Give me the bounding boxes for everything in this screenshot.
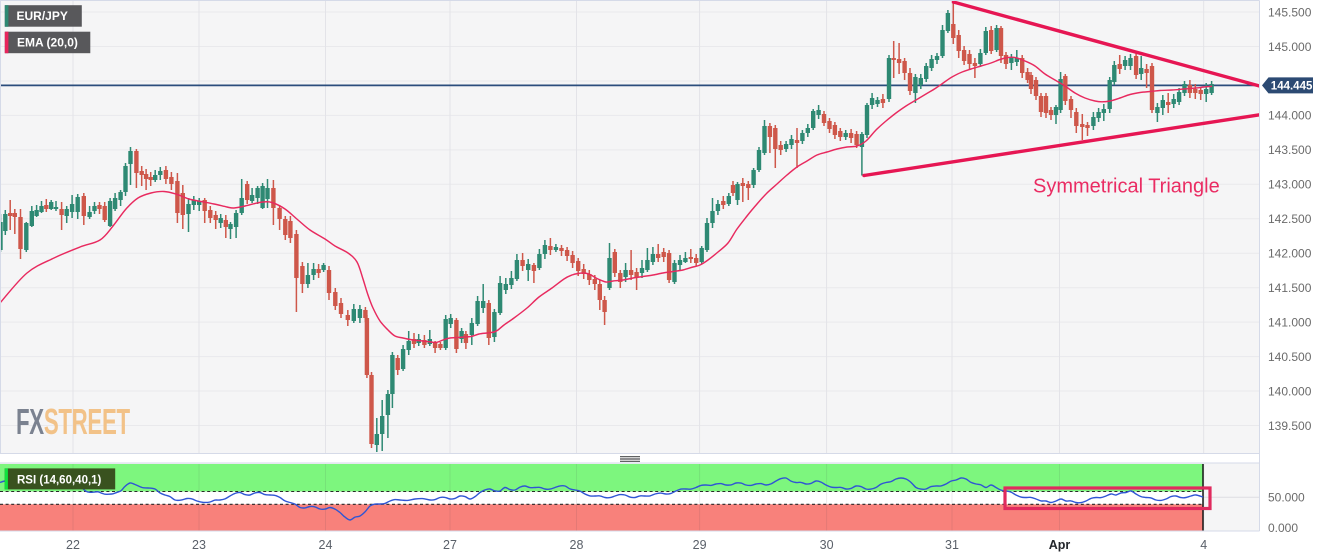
svg-text:145.500: 145.500 — [1268, 5, 1312, 19]
svg-text:0.000: 0.000 — [1268, 521, 1298, 535]
svg-text:RSI (14,60,40,1): RSI (14,60,40,1) — [17, 475, 102, 487]
svg-text:EUR/JPY: EUR/JPY — [17, 9, 68, 23]
svg-text:4: 4 — [1200, 538, 1207, 552]
svg-text:142.000: 142.000 — [1268, 247, 1312, 261]
svg-text:142.500: 142.500 — [1268, 212, 1312, 226]
svg-text:30: 30 — [820, 538, 834, 552]
svg-text:140.000: 140.000 — [1268, 384, 1312, 398]
svg-text:50.000: 50.000 — [1268, 490, 1305, 504]
svg-text:143.500: 143.500 — [1268, 143, 1312, 157]
svg-text:29: 29 — [693, 538, 707, 552]
svg-text:139.500: 139.500 — [1268, 419, 1312, 433]
svg-text:FXSTREET: FXSTREET — [16, 403, 131, 443]
svg-text:Apr: Apr — [1049, 538, 1071, 552]
svg-text:143.000: 143.000 — [1268, 178, 1312, 192]
svg-text:144.445: 144.445 — [1271, 81, 1313, 93]
svg-text:28: 28 — [570, 538, 584, 552]
svg-text:24: 24 — [319, 538, 333, 552]
svg-text:141.000: 141.000 — [1268, 315, 1312, 329]
svg-text:140.500: 140.500 — [1268, 350, 1312, 364]
svg-text:22: 22 — [66, 538, 80, 552]
svg-text:144.000: 144.000 — [1268, 109, 1312, 123]
svg-text:EMA (20,0): EMA (20,0) — [17, 36, 78, 50]
svg-text:31: 31 — [945, 538, 959, 552]
svg-text:145.000: 145.000 — [1268, 40, 1312, 54]
svg-text:23: 23 — [192, 538, 206, 552]
svg-text:141.500: 141.500 — [1268, 281, 1312, 295]
svg-text:27: 27 — [443, 538, 457, 552]
svg-text:Symmetrical Triangle: Symmetrical Triangle — [1033, 176, 1220, 198]
